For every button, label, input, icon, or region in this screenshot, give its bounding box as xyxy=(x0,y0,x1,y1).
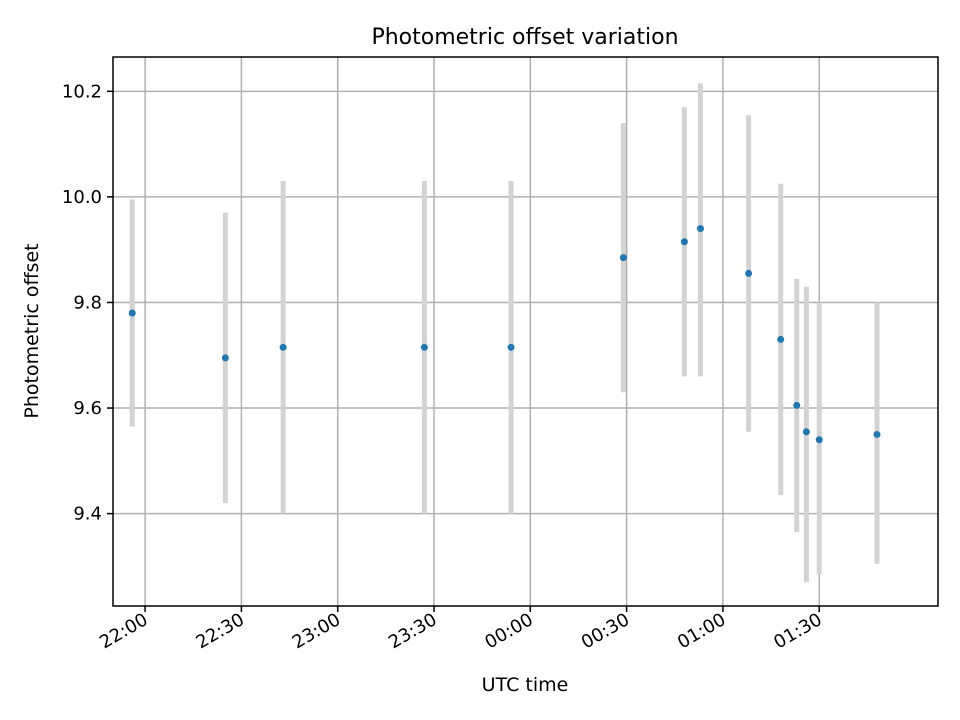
data-point xyxy=(793,401,801,409)
error-bars xyxy=(129,83,880,583)
chart-title: Photometric offset variation xyxy=(371,25,678,50)
data-point xyxy=(619,254,627,262)
x-tick-label: 01:30 xyxy=(770,609,825,653)
y-tick-label: 9.4 xyxy=(73,504,102,525)
data-point xyxy=(873,430,881,438)
x-axis-label: UTC time xyxy=(482,674,569,696)
plot-frame xyxy=(112,56,939,607)
data-point xyxy=(815,436,823,444)
data-point xyxy=(420,343,428,351)
data-point xyxy=(279,343,287,351)
x-tick-label: 23:30 xyxy=(385,609,440,653)
x-tick-label: 22:30 xyxy=(192,609,247,653)
data-point xyxy=(680,238,688,246)
axis-ticks: 22:00 22:30 23:00 23:30 00:00 00:30 01:00 01:30… xyxy=(62,81,826,653)
y-tick-label: 9.8 xyxy=(73,292,102,313)
x-tick-label: 22:00 xyxy=(96,609,151,653)
x-tick-label: 23:00 xyxy=(289,609,344,653)
x-tick-label: 00:00 xyxy=(481,609,536,653)
y-tick-label: 10.0 xyxy=(62,187,102,208)
data-point xyxy=(777,335,785,343)
data-point xyxy=(745,269,753,277)
y-axis-label: Photometric offset xyxy=(21,243,43,418)
y-tick-label: 9.6 xyxy=(73,398,102,419)
data-point xyxy=(696,225,704,233)
data-point xyxy=(221,354,229,362)
data-point xyxy=(507,343,515,351)
x-tick-label: 00:30 xyxy=(578,609,633,653)
x-tick-label: 01:00 xyxy=(674,609,729,653)
grid xyxy=(113,57,938,606)
data-point xyxy=(128,309,136,317)
data-points xyxy=(128,225,881,444)
data-point xyxy=(802,428,810,436)
y-tick-label: 10.2 xyxy=(62,81,102,102)
